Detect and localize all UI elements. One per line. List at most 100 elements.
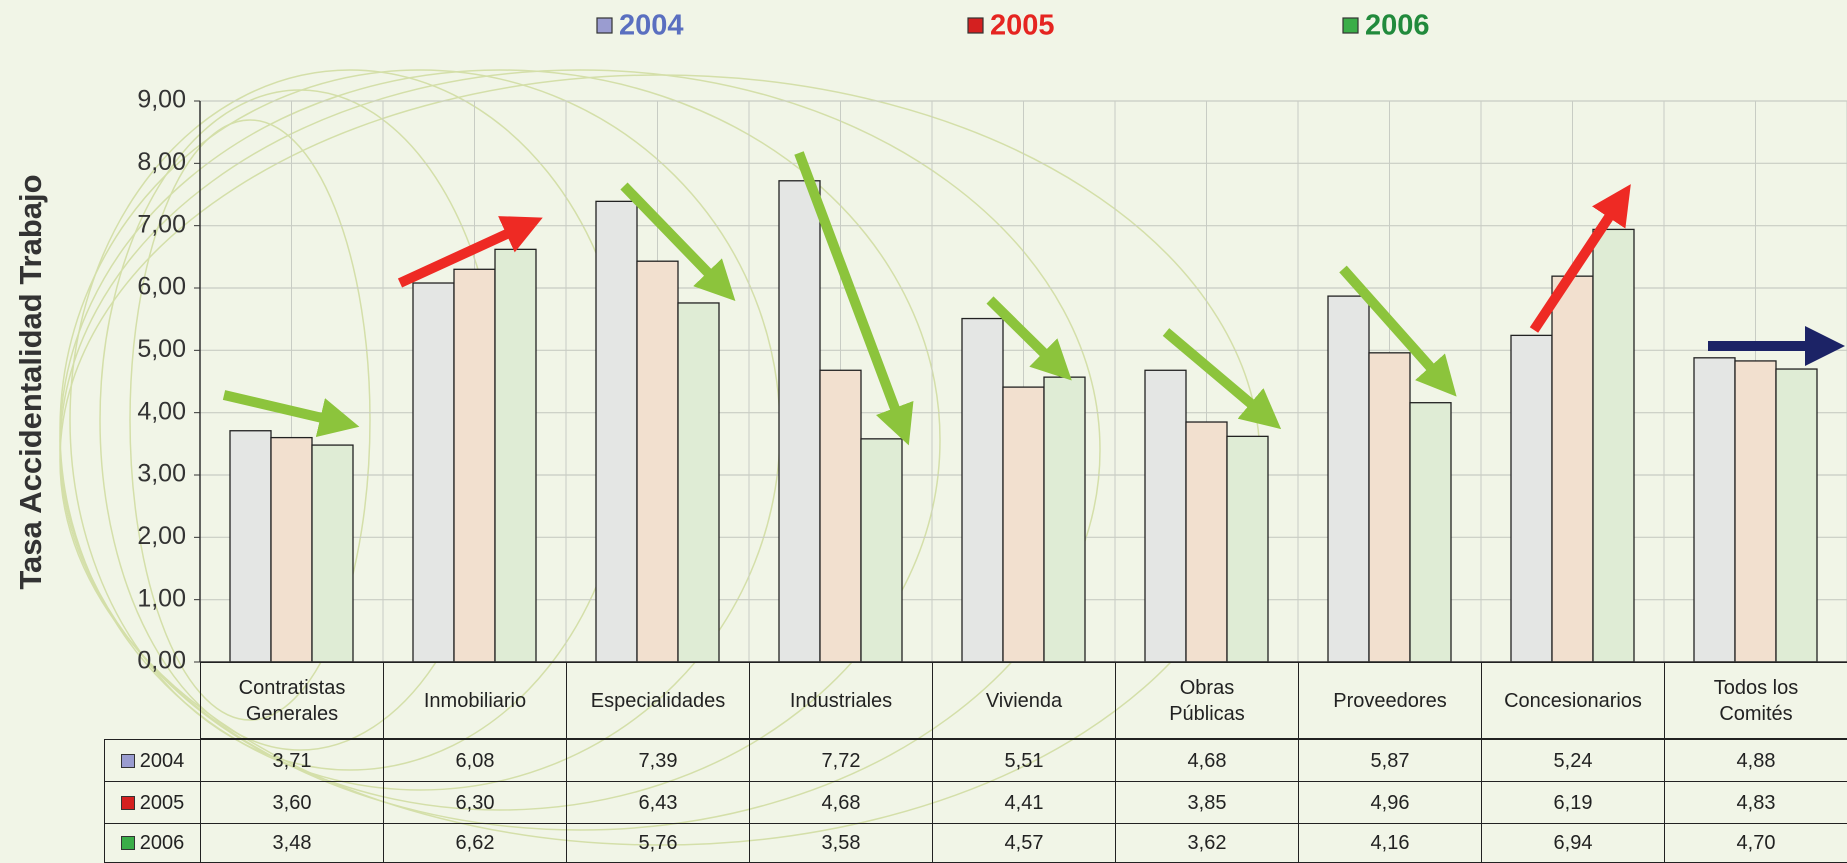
bar xyxy=(1186,422,1227,662)
x-tick-label: Contratistas Generales xyxy=(200,662,384,739)
x-tick-label: Especialidades xyxy=(566,662,750,739)
x-tick-label-text: Vivienda xyxy=(986,688,1062,714)
x-tick-label-text: Contratistas Generales xyxy=(239,675,346,727)
table-value-text: 3,85 xyxy=(1188,790,1227,816)
table-value: 4,96 xyxy=(1298,781,1482,824)
table-value-text: 4,83 xyxy=(1737,790,1776,816)
table-value: 4,68 xyxy=(1115,739,1299,782)
table-value-text: 6,62 xyxy=(456,830,495,856)
bar xyxy=(1410,403,1451,662)
table-value: 4,57 xyxy=(932,823,1116,863)
table-value-text: 4,96 xyxy=(1371,790,1410,816)
y-tick-label: 4,00 xyxy=(137,397,186,425)
legend-swatch xyxy=(1343,18,1358,33)
table-row-label-text: 2006 xyxy=(140,830,185,856)
x-tick-label-text: Todos los Comités xyxy=(1714,675,1799,727)
y-tick-label: 6,00 xyxy=(137,273,186,301)
bar xyxy=(1003,387,1044,662)
table-value: 3,85 xyxy=(1115,781,1299,824)
table-row-label-text: 2004 xyxy=(140,748,185,774)
x-tick-label-text: Obras Públicas xyxy=(1169,675,1245,727)
table-value: 6,94 xyxy=(1481,823,1665,863)
table-row-label: 2006 xyxy=(104,823,201,863)
y-axis-title: Tasa Accidentalidad Trabajo xyxy=(13,174,48,589)
legend-swatch xyxy=(597,18,612,33)
table-value: 7,39 xyxy=(566,739,750,782)
legend-label: 2006 xyxy=(1365,10,1430,42)
y-tick-label: 2,00 xyxy=(137,522,186,550)
bar xyxy=(1735,361,1776,662)
bar xyxy=(1552,276,1593,662)
y-tick-label: 0,00 xyxy=(137,647,186,675)
bar xyxy=(1593,229,1634,662)
table-value: 6,19 xyxy=(1481,781,1665,824)
bar xyxy=(962,319,1003,662)
table-value-text: 4,70 xyxy=(1737,830,1776,856)
bar xyxy=(596,201,637,662)
bar xyxy=(678,303,719,662)
table-value: 5,51 xyxy=(932,739,1116,782)
y-tick-label: 5,00 xyxy=(137,335,186,363)
bar xyxy=(637,261,678,662)
table-row-label: 2004 xyxy=(104,739,201,782)
table-value-text: 6,30 xyxy=(456,790,495,816)
x-tick-label: Proveedores xyxy=(1298,662,1482,739)
table-value: 5,76 xyxy=(566,823,750,863)
bar xyxy=(454,269,495,662)
table-value: 6,30 xyxy=(383,781,567,824)
x-tick-label-text: Inmobiliario xyxy=(424,688,526,714)
x-tick-label-text: Concesionarios xyxy=(1504,688,1642,714)
table-value-text: 3,48 xyxy=(273,830,312,856)
y-tick-label: 3,00 xyxy=(137,460,186,488)
table-value-text: 5,87 xyxy=(1371,748,1410,774)
bar xyxy=(1328,296,1369,662)
table-value-text: 5,51 xyxy=(1005,748,1044,774)
y-tick-label: 8,00 xyxy=(137,148,186,176)
table-value: 4,88 xyxy=(1664,739,1847,782)
legend-label: 2004 xyxy=(619,10,684,42)
y-tick-label: 9,00 xyxy=(137,86,186,114)
table-value: 3,58 xyxy=(749,823,933,863)
table-swatch xyxy=(121,796,135,810)
table-value-text: 4,88 xyxy=(1737,748,1776,774)
table-value: 4,70 xyxy=(1664,823,1847,863)
y-tick-label: 7,00 xyxy=(137,210,186,238)
table-value: 6,43 xyxy=(566,781,750,824)
bar xyxy=(413,283,454,662)
bar xyxy=(1776,369,1817,662)
bar xyxy=(820,370,861,662)
table-value-text: 4,68 xyxy=(822,790,861,816)
legend-label: 2005 xyxy=(990,10,1055,42)
page: 0,001,002,003,004,005,006,007,008,009,00… xyxy=(0,0,1847,860)
table-value: 4,68 xyxy=(749,781,933,824)
bar xyxy=(495,249,536,662)
table-value: 5,24 xyxy=(1481,739,1665,782)
bar xyxy=(779,181,820,662)
x-tick-label: Todos los Comités xyxy=(1664,662,1847,739)
table-value: 3,48 xyxy=(200,823,384,863)
table-value: 7,72 xyxy=(749,739,933,782)
table-value-text: 6,43 xyxy=(639,790,678,816)
bar xyxy=(1227,436,1268,662)
x-tick-label: Obras Públicas xyxy=(1115,662,1299,739)
table-value-text: 5,76 xyxy=(639,830,678,856)
table-value: 3,71 xyxy=(200,739,384,782)
x-tick-label-text: Proveedores xyxy=(1333,688,1446,714)
bar xyxy=(1694,358,1735,662)
table-row-label: 2005 xyxy=(104,781,201,824)
bar xyxy=(1044,377,1085,662)
table-value-text: 3,58 xyxy=(822,830,861,856)
table-value-text: 4,68 xyxy=(1188,748,1227,774)
table-value-text: 4,41 xyxy=(1005,790,1044,816)
x-tick-label-text: Industriales xyxy=(790,688,892,714)
table-value-text: 4,57 xyxy=(1005,830,1044,856)
bar xyxy=(312,445,353,662)
bar xyxy=(1145,370,1186,662)
table-value-text: 3,62 xyxy=(1188,830,1227,856)
table-value-text: 6,19 xyxy=(1554,790,1593,816)
table-value-text: 6,94 xyxy=(1554,830,1593,856)
legend-swatch xyxy=(968,18,983,33)
x-tick-label: Vivienda xyxy=(932,662,1116,739)
bar xyxy=(861,439,902,662)
table-value-text: 3,71 xyxy=(273,748,312,774)
